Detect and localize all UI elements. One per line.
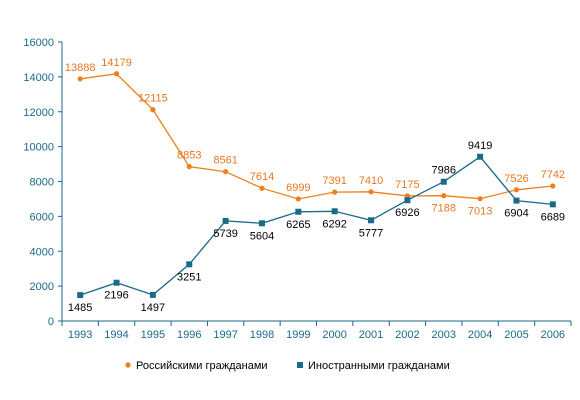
data-label: 7410 [359,175,383,187]
legend: Российскими гражданами Иностранными гражд… [125,360,450,372]
data-label: 6904 [504,208,528,220]
data-point-marker [550,183,556,189]
x-tick-label: 2001 [359,329,383,341]
data-point-marker [222,217,229,224]
data-point-marker [186,164,192,170]
data-label: 7742 [541,169,565,181]
x-tick-label: 2002 [395,329,419,341]
data-label: 2196 [104,290,128,302]
x-tick-label: 1999 [286,329,310,341]
data-label: 7986 [432,165,456,177]
legend-label: Иностранными гражданами [308,360,450,372]
legend-label: Российскими гражданами [136,360,268,372]
data-point-marker [113,279,120,286]
data-label: 7614 [250,171,274,183]
data-label: 8561 [213,155,237,167]
data-point-marker [258,220,265,227]
data-label: 6926 [395,207,419,219]
data-label: 6265 [286,219,310,231]
data-point-marker [549,201,556,208]
data-label: 9419 [468,140,492,152]
data-label: 7013 [468,206,492,218]
x-tick-label: 1998 [250,329,274,341]
data-labels: 13888 1485 14179 2196 12115 1497 8853 3251 8561 5… [65,57,565,314]
data-point-marker [441,193,447,199]
x-tick-label: 1994 [104,329,128,341]
x-tick-label: 2000 [322,329,346,341]
series-line-1 [80,73,553,200]
data-point-marker [513,197,520,204]
data-label: 12115 [138,93,168,105]
data-point-marker [223,169,229,175]
y-tick-label: 16000 [23,37,54,49]
data-point-marker [113,71,120,77]
y-tick-label: 6000 [30,211,54,223]
data-point-marker [477,196,483,202]
series-group [77,71,556,299]
legend-marker [297,362,303,368]
data-label: 7526 [504,173,528,185]
data-label: 5777 [359,227,383,239]
data-point-marker [404,197,411,204]
data-point-marker [332,189,338,195]
x-tick-label: 2003 [432,329,456,341]
data-point-marker [295,208,302,215]
data-label: 6999 [286,182,310,194]
x-tick-label: 1993 [68,329,92,341]
data-point-marker [440,178,447,185]
data-label: 7188 [432,203,456,215]
data-label: 5739 [213,228,237,240]
data-label: 6689 [541,211,565,223]
data-point-marker [368,189,374,195]
x-tick-label: 1997 [213,329,237,341]
x-tick-label: 1995 [141,329,165,341]
x-tick-label: 2005 [504,329,528,341]
data-label: 6292 [322,218,346,230]
x-tick-label: 1996 [177,329,201,341]
data-point-marker [186,261,193,268]
data-point-marker [404,193,410,199]
data-label: 7391 [322,175,346,187]
data-label: 3251 [177,271,201,283]
data-label: 14179 [101,57,132,69]
y-tick-label: 4000 [30,246,54,258]
data-label: 5604 [250,230,274,242]
data-label: 8853 [177,150,201,162]
data-point-marker [331,208,338,215]
data-point-marker [295,196,301,202]
data-point-marker [513,187,520,193]
data-label: 13888 [65,62,96,74]
y-tick-label: 0 [48,316,54,328]
data-label: 1485 [68,302,92,314]
y-tick-label: 2000 [30,281,54,293]
data-point-marker [259,185,265,191]
y-tick-label: 10000 [23,142,54,154]
data-point-marker [150,107,156,113]
legend-marker [125,362,131,368]
x-tick-label: 2006 [541,329,565,341]
y-tick-label: 8000 [30,177,54,189]
data-point-marker [77,292,84,299]
y-tick-label: 14000 [23,72,54,84]
data-point-marker [149,291,156,298]
series-line-2 [79,155,553,296]
data-label: 1497 [141,302,165,314]
x-tick-label: 2004 [468,329,492,341]
data-point-marker [77,76,83,82]
data-point-marker [477,153,484,160]
data-point-marker [368,217,375,224]
axes: 0 2000 4000 6000 8000 10000 12000 14000 16000 199… [23,37,572,341]
y-tick-label: 12000 [23,107,54,119]
data-label: 7175 [395,179,419,191]
